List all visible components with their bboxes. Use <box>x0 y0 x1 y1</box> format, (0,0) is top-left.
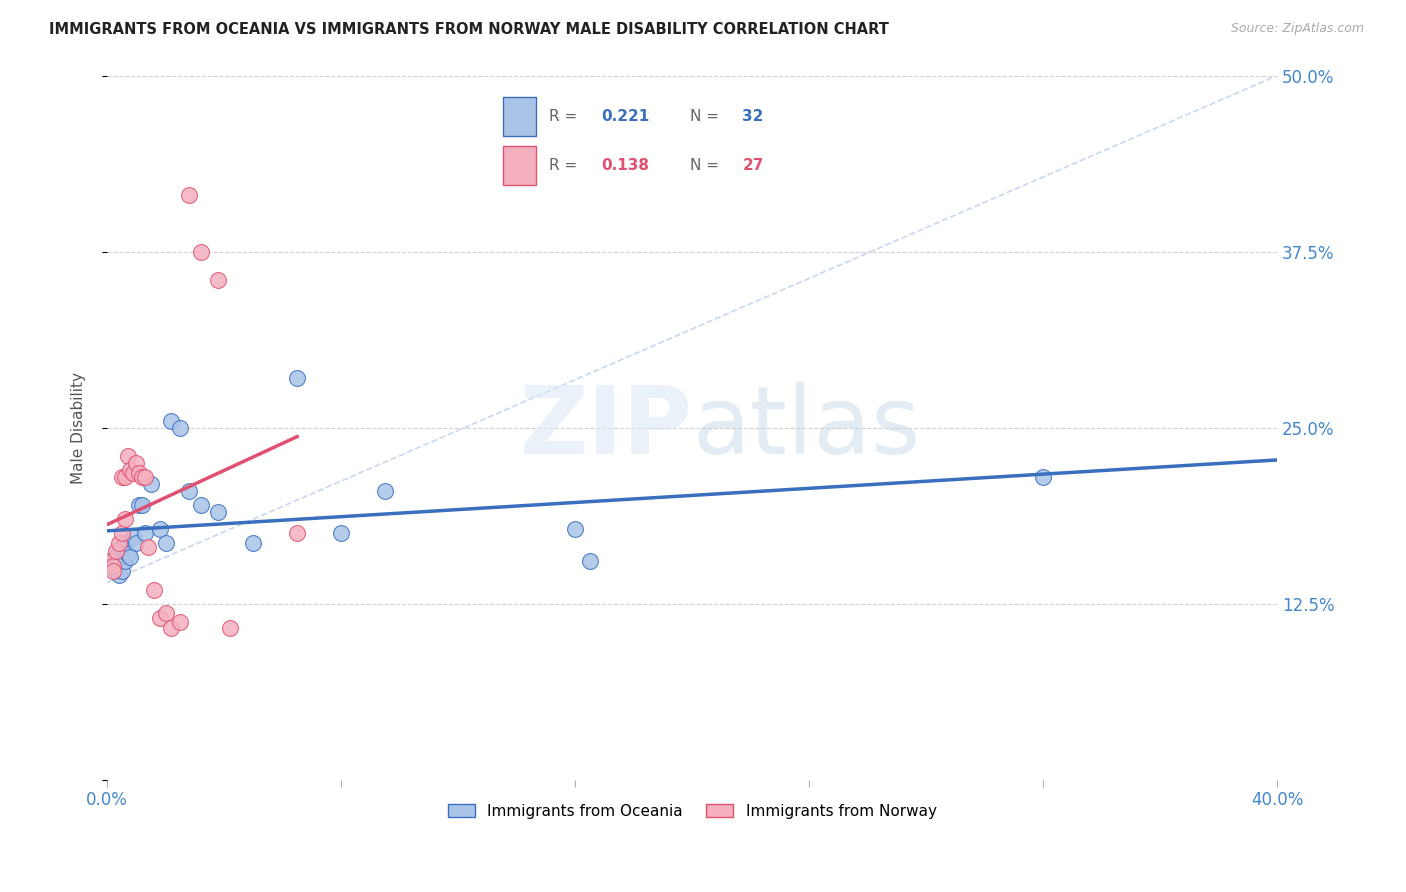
Point <box>104 564 127 578</box>
Point <box>122 530 145 544</box>
Point <box>207 273 229 287</box>
Text: atlas: atlas <box>692 382 921 474</box>
Point <box>190 244 212 259</box>
Legend: Immigrants from Oceania, Immigrants from Norway: Immigrants from Oceania, Immigrants from… <box>441 797 943 825</box>
Point <box>160 413 183 427</box>
Point <box>114 554 136 568</box>
Text: IMMIGRANTS FROM OCEANIA VS IMMIGRANTS FROM NORWAY MALE DISABILITY CORRELATION CH: IMMIGRANTS FROM OCEANIA VS IMMIGRANTS FR… <box>49 22 889 37</box>
Point <box>101 561 124 575</box>
Point <box>98 554 121 568</box>
Point <box>149 610 172 624</box>
Point <box>142 582 165 597</box>
Point <box>114 536 136 550</box>
Point <box>169 420 191 434</box>
Y-axis label: Male Disability: Male Disability <box>72 372 86 483</box>
Point <box>155 536 177 550</box>
Point <box>114 512 136 526</box>
Point <box>117 449 139 463</box>
Point <box>169 615 191 629</box>
Point <box>111 526 134 541</box>
Point <box>160 621 183 635</box>
Point <box>134 526 156 541</box>
Point <box>242 536 264 550</box>
Point <box>134 470 156 484</box>
Point <box>128 466 150 480</box>
Text: Source: ZipAtlas.com: Source: ZipAtlas.com <box>1230 22 1364 36</box>
Point <box>564 522 586 536</box>
Point <box>107 536 129 550</box>
Point <box>101 558 124 573</box>
Point <box>111 541 134 555</box>
Point <box>122 466 145 480</box>
Text: ZIP: ZIP <box>519 382 692 474</box>
Point <box>285 526 308 541</box>
Point <box>149 522 172 536</box>
Point <box>104 544 127 558</box>
Point <box>98 554 121 568</box>
Point <box>128 498 150 512</box>
Point <box>125 456 148 470</box>
Point <box>207 505 229 519</box>
Point <box>101 564 124 578</box>
Point <box>219 621 242 635</box>
Point <box>177 188 200 202</box>
Point <box>117 547 139 561</box>
Point <box>107 568 129 582</box>
Point <box>190 498 212 512</box>
Point <box>125 536 148 550</box>
Point <box>104 550 127 565</box>
Point <box>285 371 308 385</box>
Point <box>120 550 142 565</box>
Point <box>136 541 159 555</box>
Point <box>120 463 142 477</box>
Point <box>111 470 134 484</box>
Point <box>1032 470 1054 484</box>
Point <box>177 483 200 498</box>
Point <box>330 526 353 541</box>
Point <box>111 564 134 578</box>
Point <box>374 483 396 498</box>
Point <box>114 470 136 484</box>
Point <box>578 554 600 568</box>
Point <box>155 607 177 621</box>
Point <box>139 476 162 491</box>
Point <box>131 498 153 512</box>
Point <box>131 470 153 484</box>
Point <box>107 544 129 558</box>
